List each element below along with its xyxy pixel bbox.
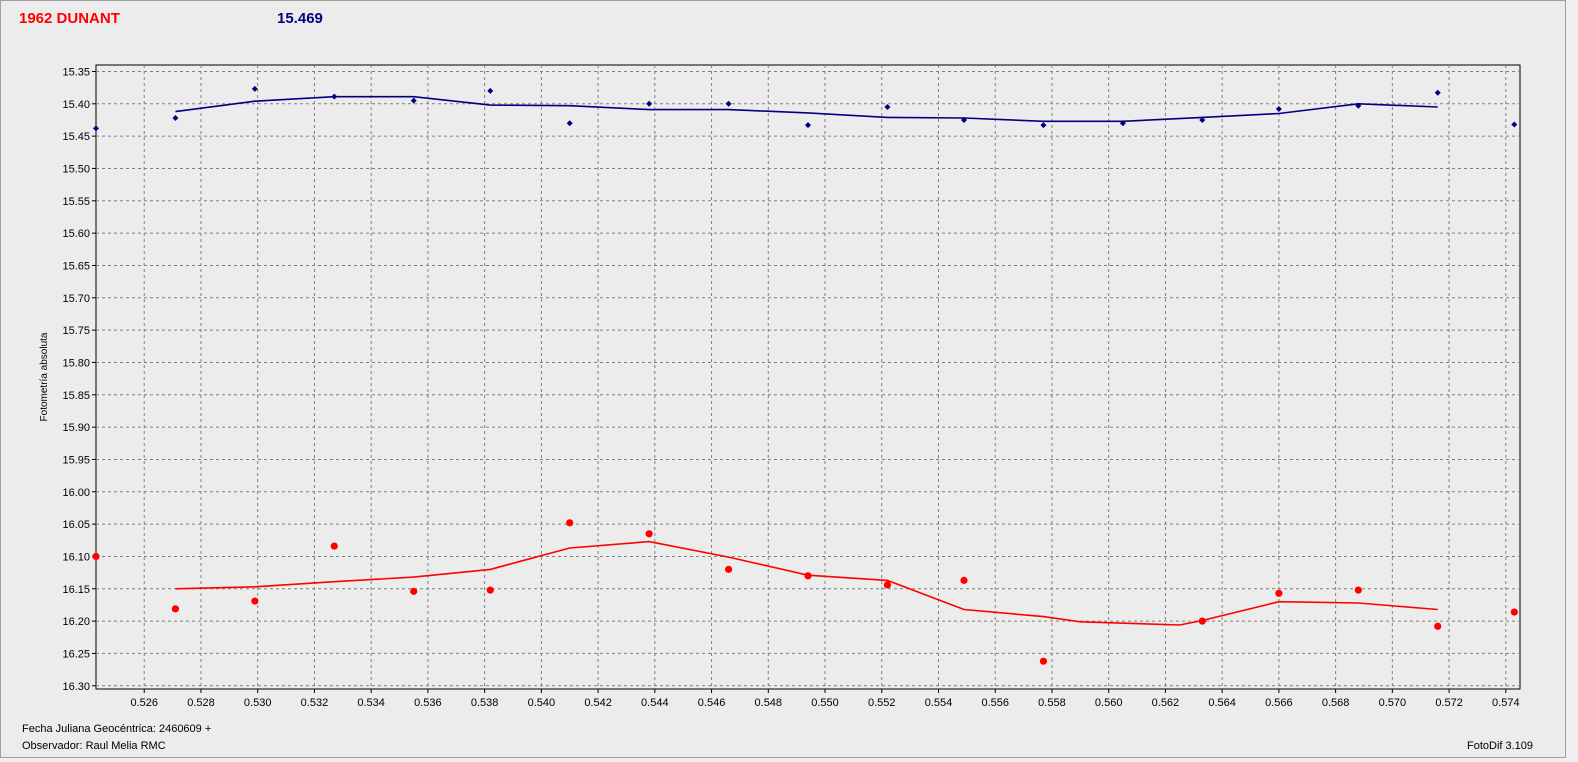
x-tick-label: 0.542 xyxy=(584,697,612,709)
comparison-data-point xyxy=(410,97,417,104)
y-tick-label: 15.35 xyxy=(62,66,90,78)
asteroid-data-point xyxy=(566,519,574,527)
plot-area xyxy=(95,64,1521,690)
comparison-data-point xyxy=(1199,116,1206,123)
comparison-data-point xyxy=(1119,120,1126,127)
series-layer xyxy=(92,85,1518,665)
x-tick-label: 0.560 xyxy=(1095,697,1123,709)
asteroid-data-point xyxy=(486,586,494,594)
comparison-data-point xyxy=(1040,122,1047,129)
y-tick-label: 16.00 xyxy=(62,487,90,499)
asteroid-data-point xyxy=(92,552,100,561)
x-tick-label: 0.546 xyxy=(698,697,726,709)
asteroid-data-point xyxy=(1275,589,1283,597)
y-tick-label: 15.95 xyxy=(62,454,90,466)
comparison-data-point xyxy=(1511,121,1518,128)
object-name: 1962 DUNANT xyxy=(19,10,120,27)
comparison-data-point xyxy=(251,85,258,92)
asteroid-data-point xyxy=(1354,586,1362,594)
x-tick-label: 0.558 xyxy=(1038,697,1066,709)
y-tick-label: 15.55 xyxy=(62,196,90,208)
x-tick-label: 0.528 xyxy=(187,697,215,709)
x-axis: 0.526 0.528 0.530 0.532 0.534 0.536 0.538 0.540… xyxy=(130,689,1520,709)
x-tick-label: 0.554 xyxy=(925,697,953,709)
asteroid-data-point xyxy=(883,581,892,589)
y-tick-label: 15.70 xyxy=(62,293,90,305)
x-tick-label: 0.540 xyxy=(528,697,556,709)
y-axis: 15.35 15.40 15.45 15.50 15.55 15.60 15.65 15.70… xyxy=(62,66,96,693)
comparison-data-point xyxy=(961,116,968,123)
asteroid-data-point xyxy=(1039,657,1048,665)
x-tick-label: 0.564 xyxy=(1208,697,1236,709)
software-version: FotoDif 3.109 xyxy=(1467,740,1534,752)
x-tick-label: 0.556 xyxy=(981,697,1009,709)
asteroid-data-point xyxy=(724,565,733,573)
x-tick-label: 0.544 xyxy=(641,697,669,709)
x-tick-label: 0.568 xyxy=(1322,697,1350,709)
comparison-data-point xyxy=(93,125,99,132)
x-tick-label: 0.530 xyxy=(244,697,272,709)
y-tick-label: 15.65 xyxy=(62,260,90,272)
x-tick-label: 0.572 xyxy=(1435,697,1463,709)
asteroid-data-point xyxy=(171,605,180,613)
x-tick-label: 0.562 xyxy=(1152,697,1180,709)
comparison-data-point xyxy=(725,100,732,107)
x-tick-label: 0.570 xyxy=(1379,697,1407,709)
y-tick-label: 15.85 xyxy=(62,390,90,402)
asteroid-data-point xyxy=(330,542,338,550)
x-tick-label: 0.552 xyxy=(868,697,896,709)
asteroid-data-point xyxy=(960,576,968,584)
x-tick-label: 0.534 xyxy=(357,697,385,709)
asteroid-data-point xyxy=(1434,622,1442,630)
comparison-trend-line xyxy=(175,95,1438,123)
x-tick-label: 0.536 xyxy=(414,697,442,709)
y-tick-label: 16.15 xyxy=(62,584,90,596)
y-tick-label: 15.80 xyxy=(62,357,90,369)
y-tick-label: 15.60 xyxy=(62,228,90,240)
x-tick-label: 0.538 xyxy=(471,697,499,709)
y-tick-label: 15.40 xyxy=(62,99,90,111)
y-axis-label: Fotometría absoluta xyxy=(39,332,50,421)
observer-label: Observador: Raul Melia RMC xyxy=(22,740,166,752)
y-tick-label: 15.90 xyxy=(62,422,90,434)
y-tick-label: 16.10 xyxy=(62,551,90,563)
comparison-data-point xyxy=(172,115,179,122)
asteroid-data-point xyxy=(804,572,812,580)
comparison-data-point xyxy=(884,104,891,111)
x-tick-label: 0.566 xyxy=(1265,697,1293,709)
y-tick-label: 16.20 xyxy=(62,616,90,628)
x-tick-label: 0.526 xyxy=(130,697,158,709)
comparison-data-point xyxy=(1434,89,1441,96)
grid xyxy=(96,65,1520,689)
y-tick-label: 15.45 xyxy=(62,131,90,143)
x-tick-label: 0.574 xyxy=(1492,697,1520,709)
asteroid-trend-line xyxy=(175,540,1438,626)
y-tick-label: 15.50 xyxy=(62,163,90,175)
asteroid-data-point xyxy=(645,530,653,538)
y-tick-label: 16.30 xyxy=(62,681,90,693)
x-tick-label: 0.550 xyxy=(811,697,839,709)
comparison-data-point xyxy=(805,122,811,129)
y-tick-label: 16.05 xyxy=(62,519,90,531)
y-tick-label: 16.25 xyxy=(62,648,90,660)
comparison-data-point xyxy=(331,93,338,100)
asteroid-data-point xyxy=(251,597,259,605)
comparison-data-point xyxy=(487,87,494,94)
comparison-data-point xyxy=(646,100,653,107)
reference-magnitude: 15.469 xyxy=(277,10,323,27)
asteroid-data-point xyxy=(410,587,418,595)
asteroid-data-point xyxy=(1510,608,1518,616)
comparison-data-point xyxy=(566,120,573,127)
x-tick-label: 0.532 xyxy=(301,697,329,709)
asteroid-data-point xyxy=(1198,617,1206,625)
julian-date-label: Fecha Juliana Geocéntrica: 2460609 + xyxy=(22,723,212,735)
comparison-data-point xyxy=(1355,102,1362,109)
y-tick-label: 15.75 xyxy=(62,325,90,337)
comparison-data-point xyxy=(1275,105,1282,112)
x-tick-label: 0.548 xyxy=(755,697,783,709)
